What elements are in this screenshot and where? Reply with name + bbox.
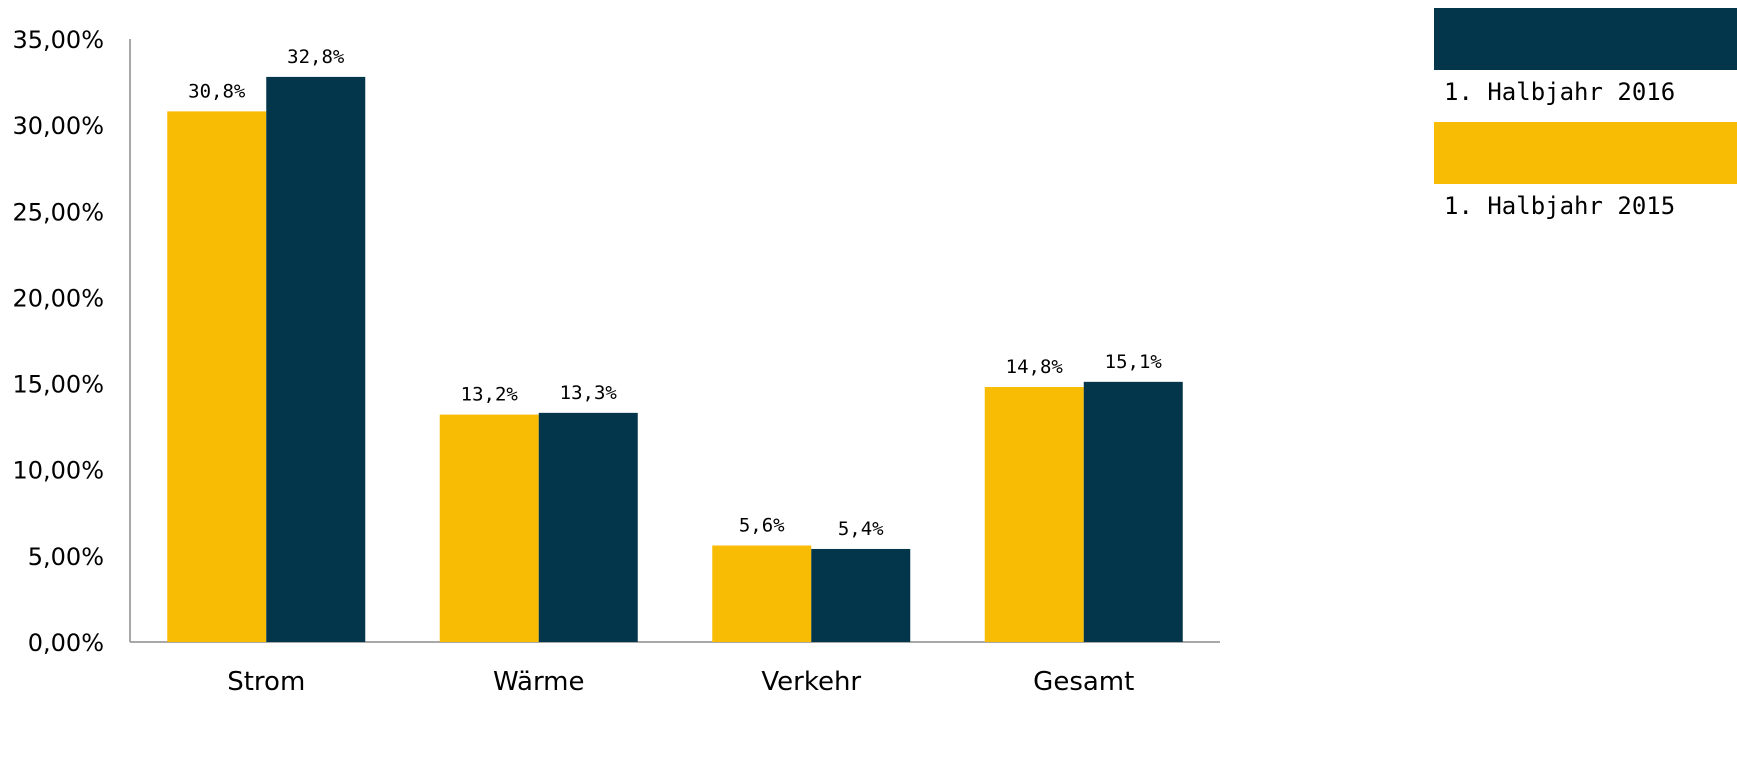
data-labels: 30,8% 32,8% 13,2% 13,3% 5,6% 5,4% 14,8% 15,1% (188, 46, 1162, 540)
legend-item-2015: 1. Halbjahr 2015 (1434, 122, 1737, 236)
bar-strom-1 (266, 76, 366, 643)
y-tick-label: 0,00% (28, 629, 104, 657)
y-tick-label: 25,00% (12, 198, 104, 226)
y-tick-label: 30,00% (12, 112, 104, 140)
data-label: 32,8% (287, 46, 345, 68)
data-label: 5,6% (739, 515, 785, 537)
legend-swatch-2016 (1434, 8, 1737, 70)
y-tick-label: 10,00% (12, 457, 104, 485)
legend-item-2016: 1. Halbjahr 2016 (1434, 8, 1737, 122)
data-label: 13,2% (461, 384, 519, 406)
data-label: 13,3% (560, 382, 618, 404)
y-tick-label: 35,00% (12, 26, 104, 54)
bars (167, 76, 1183, 643)
data-label: 30,8% (188, 80, 246, 102)
legend: 1. Halbjahr 2016 1. Halbjahr 2015 (1434, 8, 1737, 236)
bar-wärme-0 (439, 414, 539, 642)
legend-swatch-2015 (1434, 122, 1737, 184)
legend-label-2015: 1. Halbjahr 2015 (1444, 192, 1676, 220)
x-category-label: Wärme (493, 667, 585, 697)
bar-verkehr-0 (712, 545, 812, 642)
x-category-label: Strom (227, 667, 305, 697)
x-category-label: Verkehr (761, 667, 861, 697)
y-tick-label: 15,00% (12, 371, 104, 399)
data-label: 14,8% (1006, 356, 1064, 378)
legend-label-2016: 1. Halbjahr 2016 (1444, 78, 1676, 106)
y-axis: 0,00% 5,00% 10,00% 15,00% 20,00% 25,00% 30,00%… (12, 26, 1220, 657)
y-tick-label: 5,00% (28, 543, 104, 571)
bar-gesamt-0 (984, 387, 1084, 642)
data-label: 5,4% (838, 518, 884, 540)
x-category-label: Gesamt (1033, 667, 1134, 697)
data-label: 15,1% (1105, 351, 1163, 373)
bar-gesamt-1 (1083, 381, 1183, 642)
x-axis-categories: Strom Wärme Verkehr Gesamt (227, 667, 1134, 697)
y-tick-label: 20,00% (12, 284, 104, 312)
bar-strom-0 (167, 111, 267, 643)
bar-wärme-1 (538, 412, 638, 642)
bar-verkehr-1 (811, 548, 911, 642)
